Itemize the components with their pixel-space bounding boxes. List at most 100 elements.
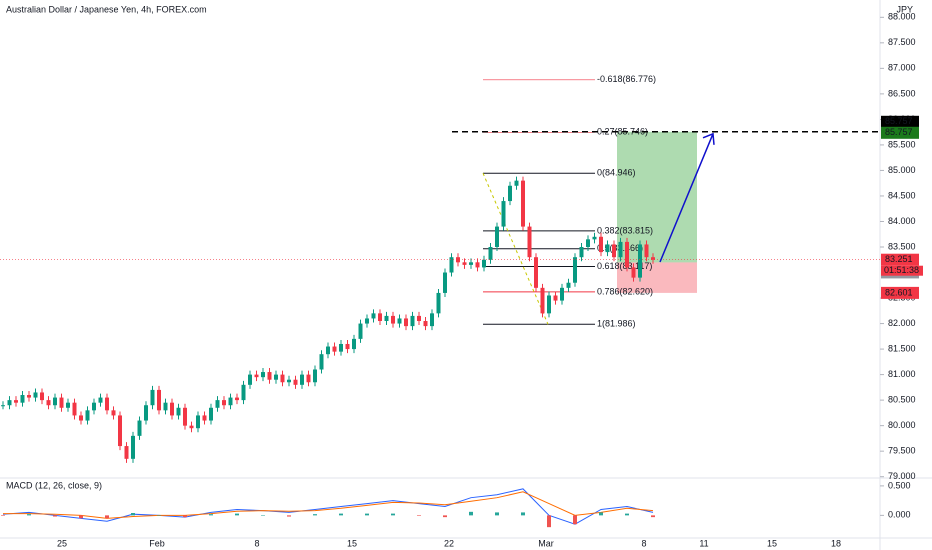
price-tag-label: 85.757 (885, 116, 913, 126)
candle-body (27, 395, 31, 398)
candle-body (397, 318, 402, 324)
candle-body (358, 323, 363, 339)
arrow (659, 132, 715, 263)
macd-hist (391, 513, 395, 516)
candle-body (436, 292, 441, 314)
candle-body (508, 185, 512, 202)
y-tick-label: 86.500 (888, 88, 916, 98)
macd-hist (547, 515, 551, 528)
candle-body (592, 236, 597, 240)
candle-body (170, 402, 174, 416)
y-tick-label: 79.000 (888, 471, 916, 481)
fib-label: 0.618(83.117) (597, 261, 652, 271)
y-tick-label: 84.000 (888, 216, 916, 226)
profit-zone (617, 131, 697, 263)
candle-body (118, 415, 122, 447)
candle-body (371, 313, 376, 319)
x-tick-label: Feb (149, 538, 165, 548)
candle-body (287, 379, 291, 383)
macd-hist (625, 513, 629, 516)
candle-body (612, 244, 616, 258)
candle-body (352, 338, 356, 350)
x-tick-label: 22 (444, 538, 454, 548)
candle-body (163, 402, 168, 411)
macd-label: MACD (12, 26, close, 9) (6, 480, 102, 490)
candle-body (644, 244, 649, 258)
candle-body (599, 236, 603, 253)
x-tick-label: 8 (641, 538, 646, 548)
macd-hist (157, 515, 161, 516)
candle-body (59, 397, 64, 408)
candle-body (482, 259, 486, 268)
candle-body (462, 262, 467, 265)
y-tick-label: 81.500 (888, 343, 916, 353)
candle-body (20, 395, 25, 403)
candle-body (443, 272, 447, 293)
y-tick-label: 80.000 (888, 420, 916, 430)
price-tag-label: 83.251 (885, 254, 913, 264)
candle-body (105, 397, 109, 411)
y-tick-label: 85.000 (888, 165, 916, 175)
candle-body (33, 392, 38, 398)
macd-hist (417, 515, 421, 516)
fib-label: 0(84.946) (597, 168, 636, 178)
candle-body (14, 400, 18, 403)
x-tick-label: 18 (831, 538, 841, 548)
candle-body (157, 389, 161, 411)
candle-body (248, 374, 252, 385)
candle-body (365, 318, 369, 324)
candle-body (137, 420, 142, 436)
loss-zone (617, 262, 697, 293)
candle-body (560, 287, 564, 301)
candle-body (196, 415, 200, 429)
chart-title: Australian Dollar / Japanese Yen, 4h, FO… (6, 4, 207, 14)
candle-body (72, 402, 77, 416)
fib-label: 0.786(82.620) (597, 286, 653, 296)
x-tick-label: 15 (347, 538, 357, 548)
price-tag (881, 286, 919, 299)
macd-hist (365, 513, 369, 516)
candle-body (566, 282, 571, 288)
candle-body (241, 384, 246, 401)
price-tag (881, 126, 919, 139)
y-tick-label: 87.000 (888, 63, 916, 73)
candle-body (111, 410, 116, 416)
candle-body (417, 315, 421, 322)
candle-body (339, 343, 343, 352)
macd-line (2, 488, 654, 525)
candle-body (404, 318, 408, 327)
candle-body (131, 435, 135, 459)
candle-body (469, 262, 473, 265)
macd-hist (443, 515, 447, 518)
candle-body (534, 257, 538, 288)
macd-hist (183, 515, 187, 518)
candle-body (449, 257, 454, 273)
candle-body (423, 321, 428, 327)
candle-body (521, 180, 525, 227)
candle-body (430, 313, 434, 327)
macd-hist (339, 513, 343, 516)
x-tick-label: 25 (57, 538, 67, 548)
candle-body (501, 201, 506, 227)
countdown-bg (881, 265, 923, 276)
candle-body (79, 415, 83, 421)
x-tick-label: 11 (699, 538, 708, 548)
y-tick-label: 87.500 (888, 37, 916, 47)
candle-body (274, 374, 278, 380)
macd-hist (27, 514, 31, 516)
candle-body (527, 226, 532, 258)
candle-body (150, 389, 155, 406)
macd-hist (79, 515, 83, 519)
candle-body (300, 374, 304, 385)
candle-body (540, 287, 545, 314)
y-tick-label: 85.500 (888, 139, 916, 149)
candle-body (176, 407, 181, 416)
macd-hist (651, 515, 655, 518)
candle-body (235, 397, 239, 401)
price-tag (881, 115, 919, 128)
macd-hist (261, 515, 265, 516)
candle-body (215, 400, 220, 408)
macd-hist (131, 513, 135, 516)
candle-body (586, 239, 590, 247)
